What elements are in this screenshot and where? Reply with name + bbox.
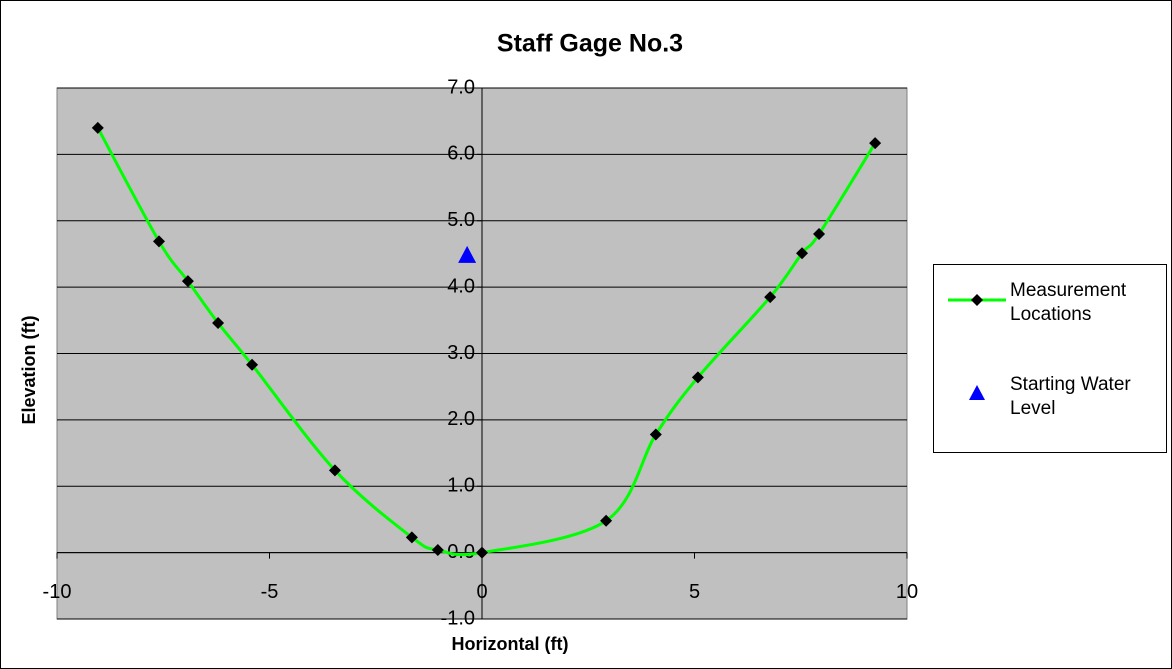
point (476, 546, 488, 559)
y-tick-label: 4.0 (447, 275, 475, 297)
point (691, 371, 704, 384)
y-tick-label: 3.0 (447, 342, 475, 364)
y-tick-label: 1.0 (447, 475, 475, 497)
point (458, 245, 477, 263)
point (869, 137, 882, 150)
legend: Measurement Locations Starting Water Leve… (933, 264, 1167, 453)
legend-swatch (969, 385, 985, 400)
point (181, 275, 194, 288)
x-tick-label: -10 (43, 581, 72, 603)
legend-marker (969, 385, 985, 400)
legend-swatch (948, 294, 1006, 306)
legend-marker (971, 294, 983, 306)
point (405, 531, 418, 544)
point (796, 247, 809, 260)
y-tick-label: 5.0 (447, 209, 475, 231)
point (813, 228, 826, 241)
y-tick-label: 0.0 (447, 541, 475, 563)
legend-marker (969, 385, 985, 400)
point (212, 316, 225, 329)
y-axis-label: Elevation (ft) (19, 315, 39, 424)
point (649, 428, 662, 441)
point (153, 235, 165, 248)
point (764, 291, 777, 304)
point (600, 514, 613, 527)
x-tick-label: 10 (896, 581, 918, 603)
legend-label: Measurement Locations (1010, 280, 1127, 325)
y-tick-label: 6.0 (447, 143, 475, 165)
point (246, 358, 259, 371)
y-tick-label: -1.0 (441, 607, 475, 629)
legend-marker (971, 294, 983, 306)
chart-title: Staff Gage No.3 (497, 30, 683, 58)
y-tick-label: 2.0 (447, 408, 475, 430)
series-line (96, 127, 877, 557)
legend-label: Starting Water Level (1010, 374, 1131, 419)
y-tick-label: 7.0 (447, 76, 475, 98)
x-axis-label: Horizontal (ft) (452, 634, 569, 654)
point (328, 464, 341, 477)
point (431, 543, 444, 556)
x-tick-label: -5 (261, 581, 279, 603)
x-tick-label: 5 (689, 581, 700, 603)
point (91, 121, 104, 134)
